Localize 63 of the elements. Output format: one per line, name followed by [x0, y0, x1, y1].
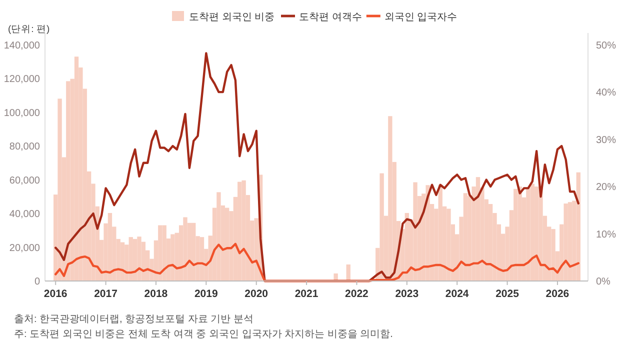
bar: [183, 217, 188, 281]
bar: [576, 172, 580, 281]
bar: [388, 116, 392, 281]
bar: [534, 186, 539, 281]
bar: [346, 264, 350, 281]
bar: [158, 225, 162, 281]
bar: [380, 173, 384, 281]
y-axis-title: (단위: 편): [8, 24, 50, 35]
x-tick-label: 2017: [94, 288, 118, 300]
bar: [551, 229, 556, 281]
bar: [564, 204, 568, 281]
y-tick-label: 120,000: [4, 74, 40, 86]
y-tick-label: 40,000: [9, 209, 40, 220]
y-tick-label: 100,000: [4, 108, 40, 119]
bar: [192, 222, 196, 281]
bar: [162, 225, 166, 281]
bar: [518, 186, 522, 281]
bar: [170, 234, 175, 281]
bar: [526, 188, 530, 281]
bar: [238, 182, 242, 281]
y-tick-label: 80,000: [9, 142, 40, 153]
legend-label: 도착편 외국인 비중: [189, 12, 275, 23]
bar: [58, 98, 62, 281]
x-tick-label: 2022: [345, 288, 369, 300]
legend-label: 도착편 여객수: [299, 12, 362, 23]
legend-label: 외국인 입국자수: [384, 12, 458, 23]
bar: [426, 185, 430, 281]
y2-tick-label: 0%: [596, 276, 611, 288]
x-tick-label: 2016: [44, 288, 68, 300]
bar: [413, 182, 418, 281]
bar: [334, 273, 338, 281]
bar: [216, 192, 221, 281]
x-tick-label: 2026: [546, 288, 570, 300]
y-tick-label: 140,000: [4, 40, 40, 52]
x-tick-label: 2018: [144, 288, 168, 300]
x-tick-label: 2025: [496, 288, 520, 300]
bar: [446, 208, 451, 281]
bar: [514, 188, 518, 281]
bar: [224, 208, 230, 281]
source-note: 출처: 한국관광데이터랩, 항공정보포털 자료 기반 분석: [14, 314, 254, 325]
bar: [463, 193, 468, 281]
y-tick-label: 60,000: [9, 175, 40, 186]
x-tick-label: 2023: [395, 288, 419, 300]
bar: [242, 180, 246, 281]
y2-tick-label: 40%: [596, 88, 616, 99]
x-tick-label: 2019: [194, 288, 218, 300]
bar: [74, 56, 79, 281]
bar: [568, 202, 572, 281]
bar: [128, 237, 133, 281]
y-tick-label: 0: [34, 276, 40, 288]
x-tick-label: 2021: [294, 288, 318, 300]
y-tick-label: 20,000: [9, 242, 40, 254]
x-tick-label: 2020: [244, 288, 268, 300]
y2-tick-label: 10%: [596, 229, 616, 240]
text: 주: 도착편 외국인 비중은 전체 도착 여객 중 외국인 입국자가 차지하는 비중을 의미함.: [14, 329, 393, 340]
bar: [530, 184, 534, 281]
bar: [137, 236, 142, 281]
y2-tick-label: 20%: [596, 182, 616, 194]
bar: [66, 81, 70, 281]
x-tick-label: 2024: [445, 288, 469, 300]
bar: [108, 212, 112, 281]
y2-tick-label: 30%: [596, 134, 616, 146]
y2-tick-label: 50%: [596, 40, 616, 52]
